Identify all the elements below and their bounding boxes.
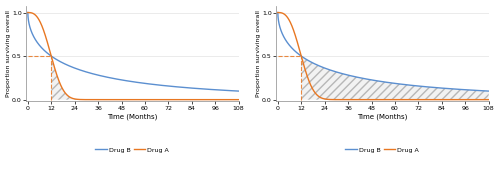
Legend: Drug B, Drug A: Drug B, Drug A (343, 145, 421, 155)
Y-axis label: Proportion surviving overall: Proportion surviving overall (6, 10, 10, 97)
X-axis label: Time (Months): Time (Months) (107, 113, 158, 120)
X-axis label: Time (Months): Time (Months) (357, 113, 408, 120)
Y-axis label: Proportion surviving overall: Proportion surviving overall (256, 10, 260, 97)
Legend: Drug B, Drug A: Drug B, Drug A (93, 145, 172, 155)
